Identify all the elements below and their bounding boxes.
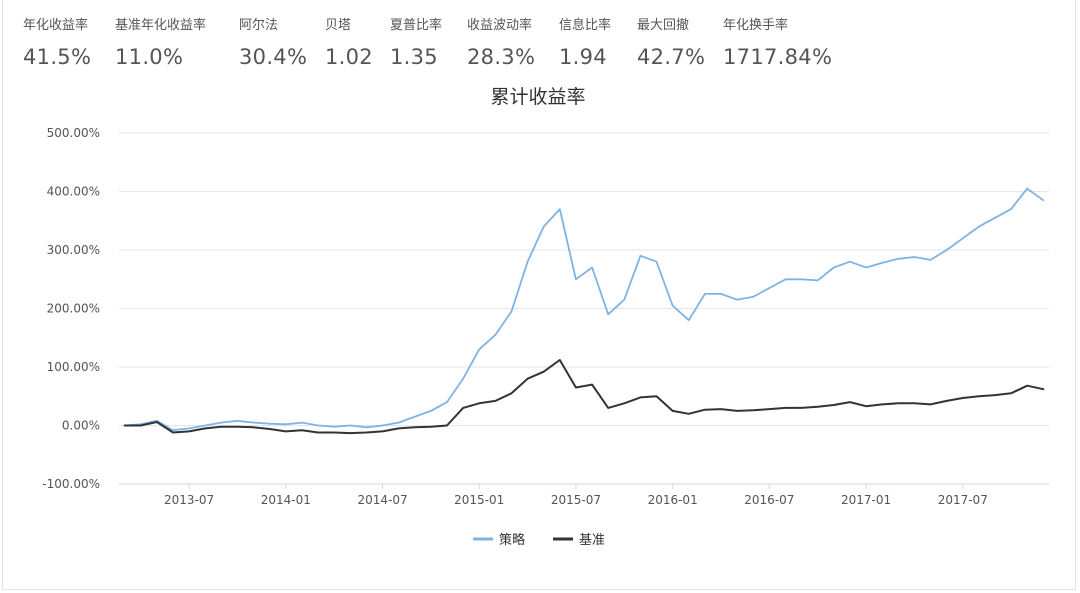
metric-volatility: 收益波动率 28.3% (467, 18, 535, 70)
metric-label: 收益波动率 (467, 18, 533, 33)
x-tick-label: 2016-01 (648, 493, 698, 507)
metric-annual-return: 年化收益率 41.5% (23, 18, 91, 70)
legend-label-benchmark: 基准 (579, 533, 605, 548)
metric-value: 30.4% (239, 45, 308, 69)
metrics-bar: 年化收益率 41.5% 基准年化收益率 11.0% 阿尔法 30.4% 贝塔 1… (3, 18, 1077, 78)
metric-benchmark-annual-return: 基准年化收益率 11.0% (115, 18, 206, 70)
metric-label: 年化换手率 (723, 18, 789, 33)
series-lines (123, 187, 1045, 435)
metric-label: 最大回撤 (637, 18, 690, 33)
metric-value: 1.02 (325, 45, 373, 69)
metric-value: 1.94 (559, 45, 607, 69)
metric-alpha: 阿尔法 30.4% (239, 18, 307, 70)
y-tick-label: 0.00% (62, 419, 100, 433)
metric-information-ratio: 信息比率 1.94 (559, 18, 611, 70)
chart-title: 累计收益率 (490, 86, 585, 108)
metric-value: 41.5% (23, 45, 92, 69)
x-tick-label: 2017-01 (841, 493, 891, 507)
x-tick-label: 2015-01 (454, 493, 504, 507)
x-tick-label: 2015-07 (551, 493, 601, 507)
metric-label: 信息比率 (559, 18, 612, 33)
metric-value: 28.3% (467, 45, 536, 69)
y-tick-label: 400.00% (47, 185, 100, 199)
legend-label-strategy: 策略 (499, 532, 525, 548)
x-tick-label: 2017-07 (938, 493, 988, 507)
y-tick-label: 100.00% (47, 360, 100, 374)
metric-sharpe: 夏普比率 1.35 (390, 18, 442, 70)
x-tick-label: 2013-07 (164, 493, 214, 507)
x-tick-label: 2014-07 (357, 493, 407, 507)
metric-beta: 贝塔 1.02 (325, 18, 373, 70)
grid-lines (119, 132, 1049, 485)
metric-turnover: 年化换手率 1717.84% (723, 18, 832, 70)
metric-max-drawdown: 最大回撤 42.7% (637, 18, 705, 70)
metric-label: 夏普比率 (390, 18, 443, 33)
benchmark-line (123, 359, 1045, 435)
y-tick-label: 500.00% (47, 126, 100, 140)
x-tick-label: 2014-01 (261, 493, 311, 507)
strategy-line (123, 187, 1045, 432)
x-tick-label: 2016-07 (744, 493, 794, 507)
metric-value: 11.0% (115, 45, 184, 69)
metric-value: 1.35 (390, 45, 438, 69)
metric-value: 42.7% (637, 45, 706, 69)
metric-label: 贝塔 (325, 18, 352, 33)
y-tick-label: 200.00% (47, 302, 100, 316)
metric-value: 1717.84% (723, 45, 833, 69)
metric-label: 阿尔法 (239, 18, 279, 33)
metric-label: 基准年化收益率 (115, 18, 207, 33)
metric-label: 年化收益率 (23, 18, 89, 33)
y-axis: 500.00% 400.00% 300.00% 200.00% 100.00% 0.00%… (42, 126, 100, 491)
legend: 策略 基准 (473, 532, 605, 548)
y-tick-label: 300.00% (47, 243, 100, 257)
y-tick-label: -100.00% (42, 477, 100, 491)
cumulative-return-chart: 累计收益率 500.00% 400.00% 300.00% 200.00% 100.00… (42, 86, 1049, 548)
x-axis: 2013-07 2014-01 2014-07 2015-01 2015-07 2016-… (119, 483, 1049, 507)
